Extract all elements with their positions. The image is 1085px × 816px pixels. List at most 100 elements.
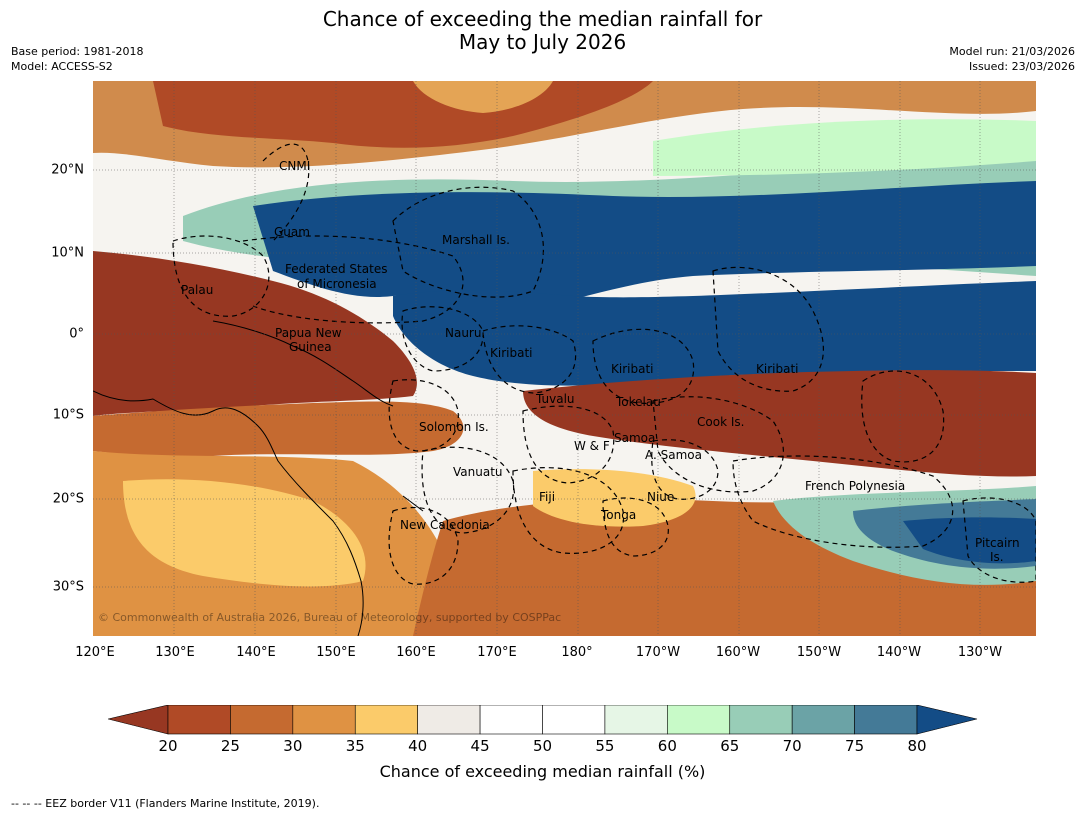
lon-label: 150°W <box>796 645 842 660</box>
title-line-2: May to July 2026 <box>458 30 627 54</box>
north-light-green <box>653 119 1036 176</box>
colorbar-tick: 20 <box>158 737 178 755</box>
colorbar-label: Chance of exceeding median rainfall (%) <box>379 762 706 781</box>
colorbar-tick: 80 <box>907 737 927 755</box>
south-central-yellow <box>533 469 696 527</box>
colorbar-tick: 50 <box>532 737 553 755</box>
colorbar-high-extend <box>916 705 978 735</box>
lat-label: 10°S <box>52 407 84 423</box>
equatorial-wet-tongue <box>393 281 1036 386</box>
southwest-yellow <box>123 479 366 587</box>
region-labels: CNMI Guam Marshall Is. Federated States … <box>181 159 1020 564</box>
colorbar-cell <box>479 705 543 735</box>
lon-label: 160°W <box>715 645 761 660</box>
label-cook-is: Cook Is. <box>697 415 744 429</box>
lon-label: 130°W <box>957 645 1003 660</box>
label-fsm-1: Federated States <box>285 262 387 276</box>
colorbar-tick: 55 <box>595 737 615 755</box>
colorbar-cell <box>667 705 731 735</box>
colorbar-tick: 60 <box>657 737 677 755</box>
copyright-text: © Commonwealth of Australia 2026, Bureau… <box>98 611 561 624</box>
lat-label: 10°N <box>51 245 84 261</box>
lat-label: 30°S <box>52 579 84 595</box>
colorbar-tick: 45 <box>470 737 490 755</box>
label-solomon-is: Solomon Is. <box>419 420 489 434</box>
colorbar-cell <box>542 705 606 735</box>
rainfall-map: CNMI Guam Marshall Is. Federated States … <box>93 81 1036 636</box>
label-kiribati-east: Kiribati <box>756 362 798 376</box>
australia-coastline <box>93 390 364 636</box>
lat-label: 0° <box>69 326 84 342</box>
label-niue: Niue <box>647 490 674 504</box>
colorbar-cell <box>292 705 356 735</box>
lon-label: 160°E <box>396 645 436 660</box>
lon-label: 150°E <box>316 645 356 660</box>
lon-label: 130°E <box>155 645 195 660</box>
label-pitcairn-1: Pitcairn <box>975 536 1020 550</box>
png-coastline <box>212 320 394 407</box>
issued-date: Issued: 23/03/2026 <box>968 60 1075 73</box>
model-name: Model: ACCESS-S2 <box>11 60 113 73</box>
colorbar-low-extend <box>108 705 169 735</box>
lon-label: 170°E <box>477 645 517 660</box>
title-line-1: Chance of exceeding the median rainfall … <box>322 7 763 31</box>
label-marshall: Marshall Is. <box>442 233 510 247</box>
label-kiribati-central: Kiribati <box>611 362 653 376</box>
chart-title: Chance of exceeding the median rainfall … <box>0 8 1085 54</box>
colorbar-cells <box>167 705 918 735</box>
colorbar-cell <box>354 705 418 735</box>
label-png-1: Papua New <box>275 326 342 340</box>
north-moderate-patches <box>413 81 553 113</box>
label-tokelau: Tokelau <box>615 395 661 409</box>
colorbar-cell <box>604 705 668 735</box>
lon-label: 140°E <box>236 645 276 660</box>
colorbar-tick: 70 <box>782 737 802 755</box>
west-dry-edge <box>93 401 464 457</box>
colorbar-tick: 65 <box>720 737 740 755</box>
colorbar-cell <box>729 705 793 735</box>
label-wallis-futuna: W & F <box>574 439 610 453</box>
label-tonga: Tonga <box>600 508 636 522</box>
label-samoa: Samoa <box>614 431 655 445</box>
label-vanuatu: Vanuatu <box>453 465 503 479</box>
label-new-caledonia: New Caledonia <box>400 518 490 532</box>
label-kiribati-west: Kiribati <box>490 346 532 360</box>
label-png-2: Guinea <box>289 340 332 354</box>
colorbar-cell <box>167 705 231 735</box>
meta-right: Model run: 21/03/2026 Issued: 23/03/2026 <box>949 44 1075 74</box>
lon-label: 180° <box>561 645 593 660</box>
colorbar <box>108 705 978 735</box>
lon-label: 170°W <box>635 645 681 660</box>
lat-label: 20°N <box>51 162 84 178</box>
eez-footnote: -- -- -- EEZ border V11 (Flanders Marine… <box>11 797 320 810</box>
colorbar-cell <box>417 705 481 735</box>
label-french-polynesia: French Polynesia <box>805 479 905 493</box>
new-caledonia <box>402 495 424 512</box>
colorbar-tick: 30 <box>283 737 303 755</box>
lat-label: 20°S <box>52 491 84 507</box>
meta-left: Base period: 1981-2018 Model: ACCESS-S2 <box>11 44 143 74</box>
model-run: Model run: 21/03/2026 <box>949 45 1075 58</box>
label-palau: Palau <box>181 283 213 297</box>
colorbar-tick: 75 <box>845 737 865 755</box>
colorbar-tick: 40 <box>408 737 428 755</box>
label-pitcairn-2: Is. <box>990 550 1004 564</box>
south-dry-band <box>523 370 1036 477</box>
southeast-dark-blue <box>903 517 1036 564</box>
label-tuvalu: Tuvalu <box>535 392 575 406</box>
base-period: Base period: 1981-2018 <box>11 45 144 58</box>
lon-label: 140°W <box>876 645 922 660</box>
label-nauru: Nauru <box>445 326 481 340</box>
label-cnmi: CNMI <box>279 159 310 173</box>
colorbar-cell <box>854 705 918 735</box>
label-fiji: Fiji <box>539 490 555 504</box>
colorbar-cell <box>791 705 855 735</box>
graticule <box>93 81 1036 636</box>
label-fsm-2: of Micronesia <box>297 277 377 291</box>
label-american-samoa: A. Samoa <box>645 448 702 462</box>
colorbar-tick: 25 <box>220 737 240 755</box>
label-guam: Guam <box>274 225 310 239</box>
north-wet-band <box>253 181 1036 307</box>
colorbar-tick: 35 <box>345 737 365 755</box>
colorbar-cell <box>230 705 294 735</box>
